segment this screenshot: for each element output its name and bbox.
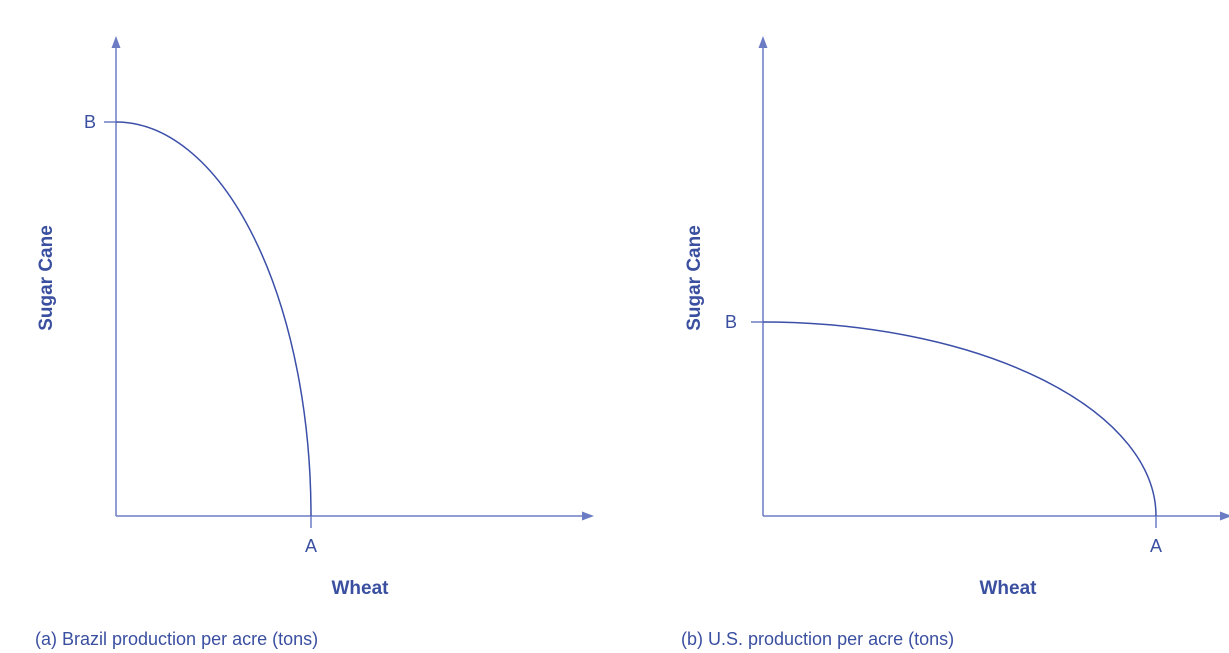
x-axis-label: Wheat: [980, 578, 1038, 599]
ppf-curve: [762, 321, 1157, 517]
point-label: A: [1150, 536, 1162, 556]
caption: (b) U.S. production per acre (tons): [681, 629, 954, 649]
panel-b: B A Wheat Sugar Cane (b) U.S. production…: [681, 36, 1229, 649]
point-label: B: [84, 112, 96, 132]
y-axis-label: Sugar Cane: [36, 225, 57, 331]
point-label: A: [305, 536, 317, 556]
ppf-curve: [115, 121, 312, 517]
caption: (a) Brazil production per acre (tons): [35, 629, 318, 649]
y-axis-label: Sugar Cane: [684, 225, 705, 331]
x-axis-label: Wheat: [332, 578, 390, 599]
panel-a: B A Wheat Sugar Cane (a) Brazil producti…: [35, 36, 594, 649]
point-label: B: [725, 312, 737, 332]
